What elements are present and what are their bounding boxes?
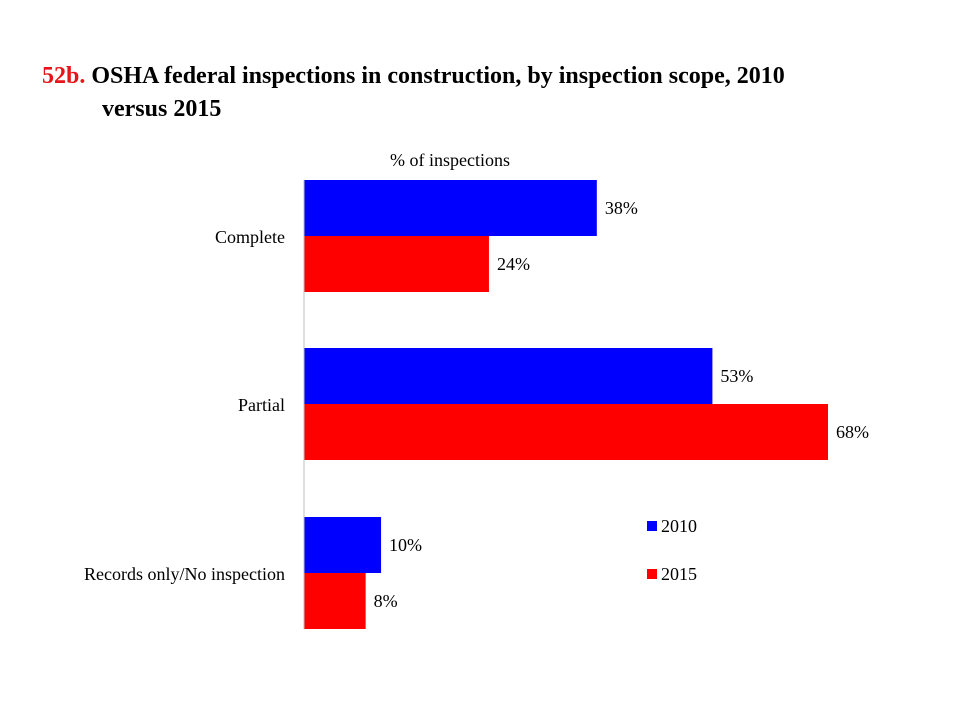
category-label: Complete — [215, 227, 285, 247]
data-label: 24% — [497, 254, 530, 274]
bar-2010 — [304, 517, 382, 573]
bar-2010 — [304, 180, 597, 236]
category-label: Partial — [238, 395, 285, 415]
bar-2010 — [304, 348, 713, 404]
plot-area: Complete 38% 24% Partial 53% 68% Records only/… — [84, 180, 869, 629]
legend-label-2010: 2010 — [661, 516, 697, 536]
bar-2015 — [304, 404, 828, 460]
data-label: 10% — [389, 535, 422, 555]
data-label: 8% — [374, 591, 398, 611]
legend-label-2015: 2015 — [661, 564, 697, 584]
axis-label: % of inspections — [390, 150, 510, 170]
legend-swatch-2015 — [647, 569, 657, 579]
data-label: 38% — [605, 198, 638, 218]
category-label: Records only/No inspection — [84, 564, 285, 584]
chart-title-line2: versus 2015 — [102, 96, 222, 122]
bar-2015 — [304, 236, 489, 292]
legend-swatch-2010 — [647, 521, 657, 531]
data-label: 68% — [836, 422, 869, 442]
legend: 2010 2015 — [647, 516, 697, 584]
chart-title-line1: OSHA federal inspections in construction… — [91, 63, 785, 89]
chart-number: 52b. — [42, 63, 86, 89]
bar-2015 — [304, 573, 366, 629]
chart-title: 52b. OSHA federal inspections in constru… — [42, 60, 922, 126]
data-label: 53% — [720, 366, 753, 386]
